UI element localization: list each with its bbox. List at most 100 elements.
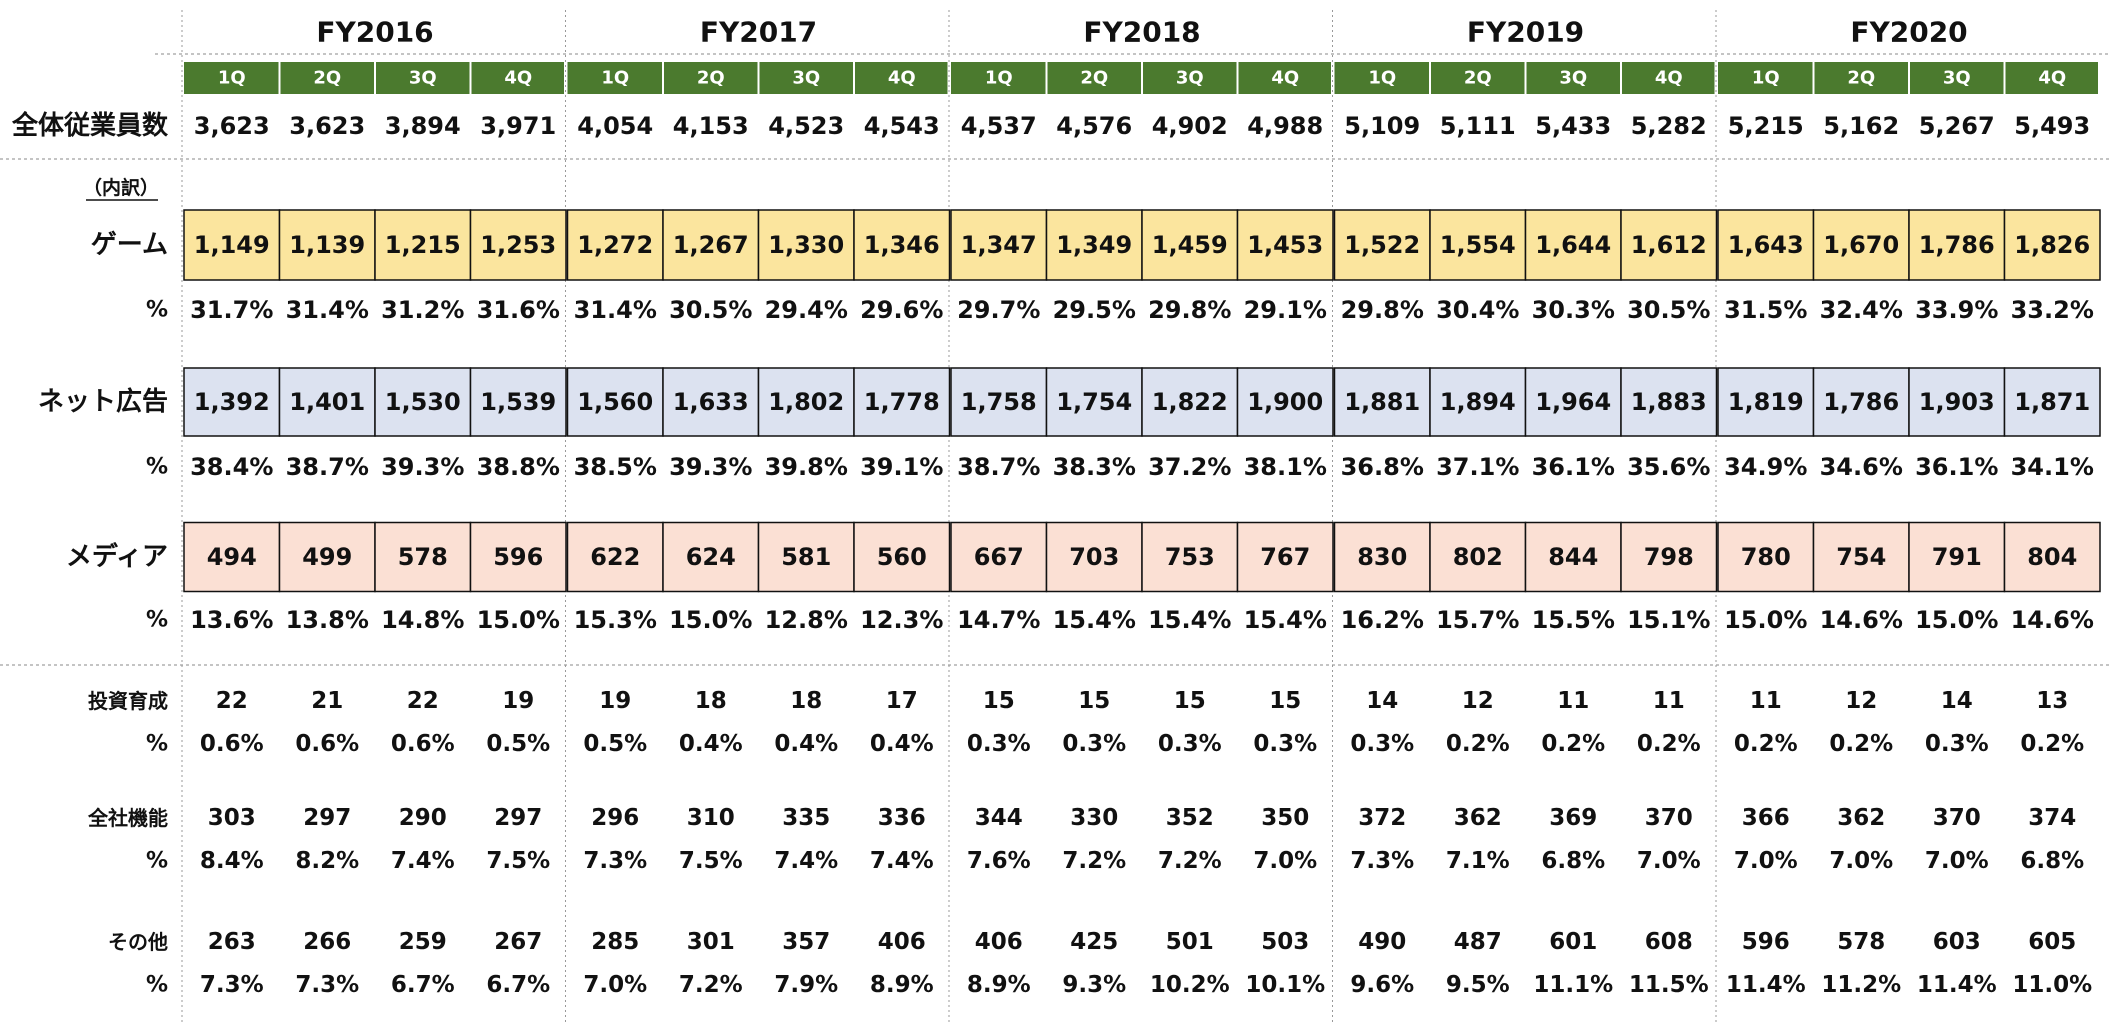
cell-box bbox=[1429, 209, 1527, 281]
cell-value: 754 bbox=[1836, 543, 1886, 571]
cell-value: 0.4% bbox=[870, 731, 934, 757]
cell-box bbox=[950, 367, 1048, 437]
cell-value: 362 bbox=[1454, 805, 1502, 831]
cell-value: 603 bbox=[1933, 929, 1981, 955]
cell-value: 9.3% bbox=[1062, 972, 1126, 998]
cell-value: 7.6% bbox=[967, 848, 1031, 874]
cell-value: 15.0% bbox=[477, 606, 560, 634]
cell-value: 259 bbox=[399, 929, 447, 955]
cell-value: 350 bbox=[1261, 805, 1309, 831]
cell-value: 31.5% bbox=[1724, 296, 1807, 324]
cell-box bbox=[278, 521, 376, 593]
year-header: FY2019 bbox=[1467, 16, 1584, 49]
cell-value: 802 bbox=[1453, 543, 1503, 571]
cell-value: 1,883 bbox=[1631, 388, 1707, 416]
cell-value: 352 bbox=[1166, 805, 1214, 831]
cell-box bbox=[853, 367, 951, 437]
cell-value: 0.5% bbox=[486, 731, 550, 757]
cell-value: 29.8% bbox=[1341, 296, 1424, 324]
cell-value: 29.5% bbox=[1053, 296, 1136, 324]
cell-value: 30.3% bbox=[1532, 296, 1615, 324]
cell-value: 39.3% bbox=[381, 453, 464, 481]
quarter-header: 2Q bbox=[1847, 68, 1875, 89]
cell-value: 11.4% bbox=[1726, 972, 1806, 998]
cell-value: 0.2% bbox=[1734, 731, 1798, 757]
cell-value: 7.4% bbox=[870, 848, 934, 874]
cell-value: 7.3% bbox=[295, 972, 359, 998]
row-label: 投資育成 bbox=[88, 689, 168, 713]
cell-value: 11.1% bbox=[1533, 972, 1613, 998]
cell-value: 1,802 bbox=[768, 388, 844, 416]
cell-value: 1,253 bbox=[480, 231, 556, 259]
cell-value: 487 bbox=[1454, 929, 1502, 955]
cell-value: 1,554 bbox=[1440, 231, 1516, 259]
cell-value: 310 bbox=[687, 805, 735, 831]
cell-value: 22 bbox=[216, 688, 248, 714]
cell-value: 13 bbox=[2036, 688, 2068, 714]
cell-value: 1,643 bbox=[1728, 231, 1804, 259]
cell-value: 0.3% bbox=[1062, 731, 1126, 757]
cell-value: 15.4% bbox=[1053, 606, 1136, 634]
cell-value: 1,644 bbox=[1535, 231, 1611, 259]
cell-box bbox=[469, 209, 567, 281]
cell-value: 596 bbox=[493, 543, 543, 571]
cell-value: 601 bbox=[1549, 929, 1597, 955]
cell-box bbox=[1908, 209, 2006, 281]
cell-value: 14 bbox=[1366, 688, 1398, 714]
cell-box bbox=[853, 209, 951, 281]
cell-value: 7.0% bbox=[1734, 848, 1798, 874]
cell-value: 0.3% bbox=[1350, 731, 1414, 757]
cell-value: 38.7% bbox=[957, 453, 1040, 481]
quarter-header: 1Q bbox=[1368, 68, 1396, 89]
cell-value: 1,786 bbox=[1823, 388, 1899, 416]
cell-value: 3,623 bbox=[289, 112, 365, 140]
cell-value: 4,054 bbox=[577, 112, 653, 140]
cell-value: 18 bbox=[790, 688, 822, 714]
cell-value: 767 bbox=[1260, 543, 1310, 571]
cell-value: 38.4% bbox=[190, 453, 273, 481]
cell-value: 15 bbox=[1269, 688, 1301, 714]
cell-value: 366 bbox=[1742, 805, 1790, 831]
cell-value: 7.4% bbox=[391, 848, 455, 874]
cell-value: 15 bbox=[1078, 688, 1110, 714]
row-label: 全社機能 bbox=[87, 806, 168, 830]
cell-value: 581 bbox=[781, 543, 831, 571]
cell-value: 578 bbox=[1837, 929, 1885, 955]
cell-value: 596 bbox=[1742, 929, 1790, 955]
cell-box bbox=[2003, 209, 2101, 281]
cell-value: 18 bbox=[695, 688, 727, 714]
row-label: % bbox=[146, 455, 168, 480]
cell-value: 11 bbox=[1557, 688, 1589, 714]
cell-value: 8.9% bbox=[967, 972, 1031, 998]
cell-value: 4,153 bbox=[673, 112, 749, 140]
cell-value: 301 bbox=[687, 929, 735, 955]
cell-value: 1,822 bbox=[1152, 388, 1228, 416]
cell-value: 3,623 bbox=[194, 112, 270, 140]
cell-value: 5,215 bbox=[1728, 112, 1804, 140]
row-label: % bbox=[146, 973, 168, 998]
cell-box bbox=[566, 521, 664, 593]
cell-value: 30.5% bbox=[669, 296, 752, 324]
cell-value: 17 bbox=[886, 688, 918, 714]
cell-value: 31.7% bbox=[190, 296, 273, 324]
cell-value: 19 bbox=[599, 688, 631, 714]
cell-box bbox=[662, 521, 760, 593]
cell-value: 1,539 bbox=[480, 388, 556, 416]
cell-value: 1,758 bbox=[961, 388, 1037, 416]
cell-value: 39.1% bbox=[860, 453, 943, 481]
cell-value: 11.4% bbox=[1917, 972, 1997, 998]
cell-value: 1,881 bbox=[1344, 388, 1420, 416]
cell-value: 14 bbox=[1941, 688, 1973, 714]
cell-value: 34.6% bbox=[1820, 453, 1903, 481]
cell-value: 578 bbox=[398, 543, 448, 571]
cell-box bbox=[183, 521, 281, 593]
year-header: FY2017 bbox=[700, 16, 817, 49]
quarter-header: 4Q bbox=[888, 68, 916, 89]
cell-value: 1,903 bbox=[1919, 388, 1995, 416]
cell-box bbox=[469, 521, 567, 593]
row-label: % bbox=[146, 608, 168, 633]
cell-value: 8.2% bbox=[295, 848, 359, 874]
cell-value: 3,894 bbox=[385, 112, 461, 140]
cell-value: 15.3% bbox=[574, 606, 657, 634]
